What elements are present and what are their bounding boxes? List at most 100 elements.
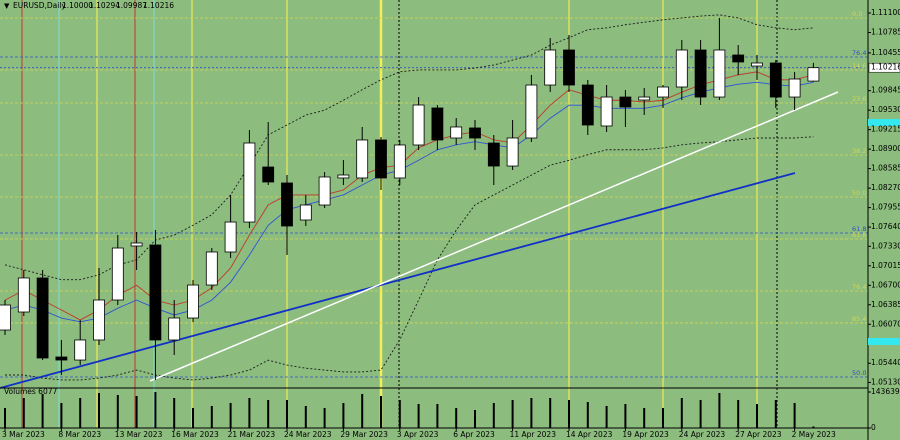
candle-body — [74, 339, 87, 361]
y-tick-label: 1.06385 — [871, 300, 900, 309]
candle-body — [149, 244, 162, 341]
current-price-label: 1.10216 — [871, 63, 900, 72]
level-label: 50.0 — [852, 369, 866, 377]
candle-body — [93, 299, 105, 341]
candle-body — [111, 247, 124, 301]
candle-body — [168, 317, 181, 341]
candle-body — [318, 176, 331, 206]
x-tick-label: 3 Mar 2023 — [2, 430, 45, 439]
volume-bar — [417, 403, 420, 428]
y-tick-label: 1.07330 — [871, 241, 900, 250]
candle-body — [17, 277, 30, 313]
trendline — [0, 172, 796, 389]
x-tick-label: 8 Mar 2023 — [58, 430, 101, 439]
volume-bar — [98, 393, 100, 428]
x-tick-label: 13 Mar 2023 — [115, 430, 163, 439]
volume-bar — [718, 393, 721, 428]
candle-body — [299, 204, 312, 221]
candle-body — [487, 142, 500, 167]
candle-body — [563, 49, 575, 86]
volume-bar — [79, 397, 82, 428]
volume-bar — [229, 402, 232, 428]
fibo-levels — [0, 17, 868, 378]
volume-bar — [22, 397, 25, 428]
y-tick-label: 1.09845 — [871, 86, 900, 95]
x-tick-label: 24 Apr 2023 — [679, 430, 726, 439]
indicator-line — [5, 136, 814, 381]
volume-bar — [192, 407, 194, 428]
x-tick-label: 19 Apr 2023 — [622, 430, 669, 439]
candles — [0, 18, 820, 381]
y-tick-label: 1.06070 — [871, 319, 900, 328]
volume-bar — [116, 394, 119, 428]
candle-body — [769, 62, 782, 98]
volume-bar — [474, 410, 476, 428]
x-tick-label: 3 Apr 2023 — [397, 430, 439, 439]
y-tick-label: 1.05440 — [871, 358, 900, 367]
volume-bar — [210, 405, 213, 428]
volume-bar — [793, 402, 796, 428]
candle-body — [713, 49, 726, 98]
y-tick-label: 1.08900 — [871, 144, 900, 153]
volume-bar — [586, 402, 589, 428]
level-label: 38.2 — [852, 147, 866, 155]
volume-bar — [812, 426, 815, 428]
level-label: 61.8 — [852, 231, 866, 239]
candle-body — [506, 137, 519, 167]
x-tick-label: 29 Mar 2023 — [340, 430, 388, 439]
x-tick-label: 24 Mar 2023 — [284, 430, 332, 439]
candle-body — [55, 356, 68, 361]
volume-bar — [4, 407, 6, 428]
volume-pane — [4, 392, 815, 428]
candle-body — [450, 126, 463, 139]
level-label: 14.6 — [852, 62, 866, 70]
y-tick-label: 1.07955 — [871, 203, 900, 212]
candle-body — [281, 182, 293, 227]
volume-bar — [492, 402, 495, 428]
y-tick-label: 1.09215 — [871, 125, 900, 134]
candle-body — [393, 144, 406, 179]
indicators — [4, 14, 814, 381]
y-tick-label: 1.06700 — [871, 280, 900, 289]
volume-bar — [361, 393, 364, 428]
volume-bar — [455, 407, 458, 428]
chart-title: EURUSD,Daily — [13, 1, 66, 10]
header-value: 1.10000 — [62, 1, 93, 10]
candle-body — [751, 62, 763, 67]
candle-body — [375, 139, 387, 179]
marker-box — [868, 338, 900, 345]
candle-body — [36, 277, 49, 359]
trendlines — [0, 91, 839, 389]
volume-bar — [173, 397, 176, 428]
volume-bar — [737, 400, 740, 428]
candle-body — [0, 304, 11, 331]
volume-bar — [568, 400, 570, 428]
candle-body — [694, 49, 707, 98]
x-tick-label: 6 Apr 2023 — [453, 430, 495, 439]
volume-bar — [286, 400, 288, 428]
x-tick-label: 2 May 2023 — [792, 430, 836, 439]
y-tick-label: 1.08585 — [871, 164, 900, 173]
y-tick-label: 1.05130 — [871, 377, 900, 386]
volume-bar — [530, 397, 533, 428]
volume-bar — [342, 402, 345, 428]
volume-bar — [436, 403, 439, 428]
level-label: 76.4 — [852, 283, 866, 291]
volume-bar — [323, 407, 326, 428]
volume-bar — [41, 393, 44, 428]
candle-body — [619, 96, 632, 108]
x-tick-label: 11 Apr 2023 — [510, 430, 557, 439]
y-tick-label: 1.08270 — [871, 183, 900, 192]
y-tick-label: 1.09530 — [871, 105, 900, 114]
candle-body — [205, 251, 218, 286]
current-price-box — [868, 62, 900, 73]
volume-title: Volumes 6077 — [4, 387, 58, 396]
volume-bar — [643, 407, 646, 428]
x-tick-label: 14 Apr 2023 — [566, 430, 613, 439]
candle-body — [807, 67, 820, 82]
candle-body — [581, 84, 594, 126]
candle-body — [224, 221, 237, 253]
candle-body — [356, 139, 369, 179]
candle-body — [431, 107, 444, 141]
